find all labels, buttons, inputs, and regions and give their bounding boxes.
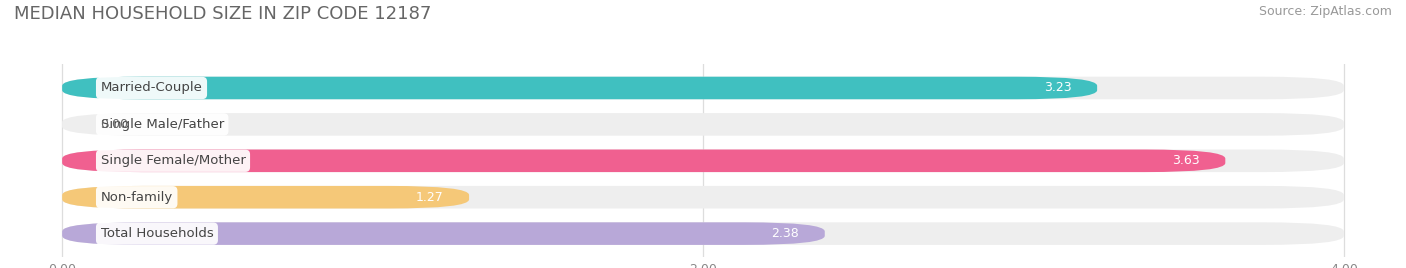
- FancyBboxPatch shape: [62, 222, 825, 245]
- Text: 3.23: 3.23: [1043, 81, 1071, 95]
- FancyBboxPatch shape: [62, 150, 1225, 172]
- FancyBboxPatch shape: [62, 113, 1344, 136]
- Text: 0.00: 0.00: [101, 118, 128, 131]
- FancyBboxPatch shape: [62, 77, 1344, 99]
- Text: Source: ZipAtlas.com: Source: ZipAtlas.com: [1258, 5, 1392, 18]
- FancyBboxPatch shape: [62, 77, 1097, 99]
- FancyBboxPatch shape: [62, 186, 470, 209]
- FancyBboxPatch shape: [62, 150, 1344, 172]
- FancyBboxPatch shape: [62, 222, 1344, 245]
- Text: Married-Couple: Married-Couple: [101, 81, 202, 95]
- Text: Total Households: Total Households: [101, 227, 214, 240]
- Text: Non-family: Non-family: [101, 191, 173, 204]
- FancyBboxPatch shape: [62, 186, 1344, 209]
- Text: 1.27: 1.27: [416, 191, 443, 204]
- Text: 2.38: 2.38: [772, 227, 799, 240]
- Text: MEDIAN HOUSEHOLD SIZE IN ZIP CODE 12187: MEDIAN HOUSEHOLD SIZE IN ZIP CODE 12187: [14, 5, 432, 23]
- Text: Single Female/Mother: Single Female/Mother: [101, 154, 246, 167]
- Text: 3.63: 3.63: [1173, 154, 1199, 167]
- Text: Single Male/Father: Single Male/Father: [101, 118, 224, 131]
